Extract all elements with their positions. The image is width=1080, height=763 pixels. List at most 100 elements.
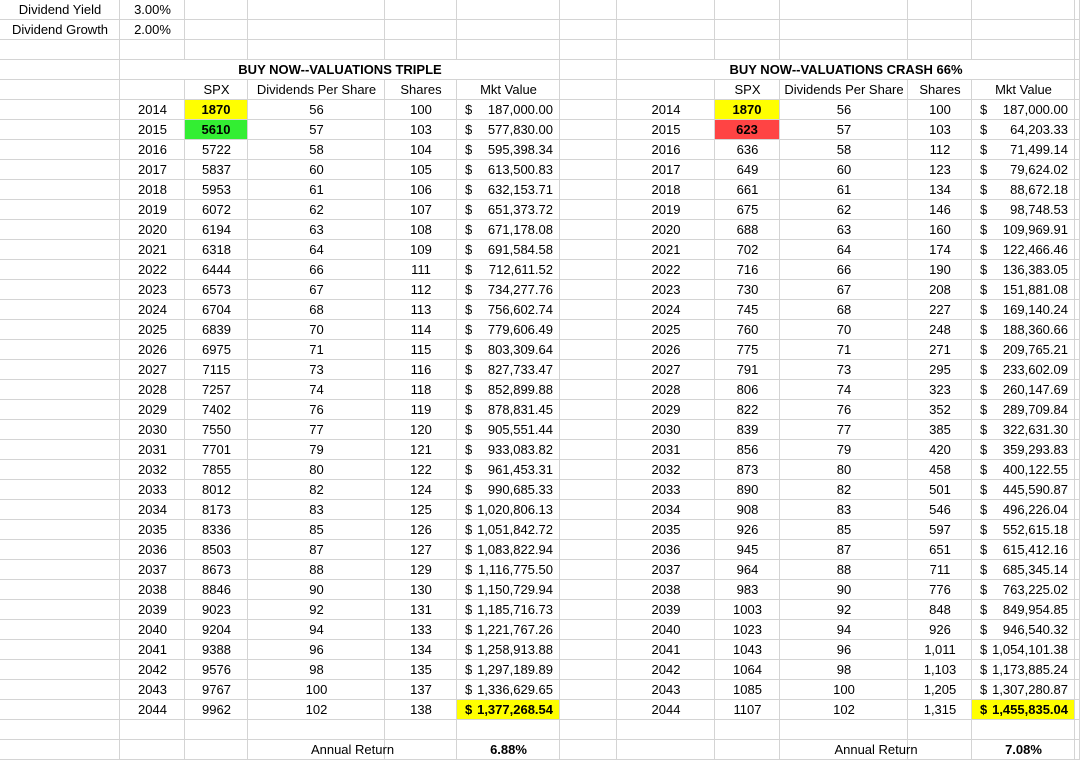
grid-cell [715,620,780,640]
money-value: 763,225.02 [1002,582,1068,597]
cell-value: 7402 [202,402,231,417]
grid-cell [972,400,1075,420]
input-label: Dividend Yield [18,2,102,17]
money-value: 187,000.00 [1002,102,1068,117]
cell-value: 120 [410,422,432,437]
cell-value: 675 [736,202,759,217]
column-header: Dividends Per Share [256,82,377,97]
cell-value: 1,011 [924,642,956,657]
money-value: 712,611.52 [488,262,553,277]
grid-cell [908,500,972,520]
grid-cell [185,500,248,520]
cell-value: 98 [309,662,324,677]
cell-value: 73 [309,362,324,377]
grid-cell [0,700,120,720]
grid-cell [457,360,560,380]
cell-value: 131 [410,602,432,617]
grid-cell [457,300,560,320]
year: 2017 [138,162,167,177]
grid-cell [457,100,560,120]
grid-cell [560,260,617,280]
money-value: 359,293.83 [1002,442,1068,457]
money-cell: $187,000.00 [457,100,559,119]
grid-cell [457,440,560,460]
cell-value: 146 [929,202,951,217]
grid-cell [972,280,1075,300]
money-cell: $671,178.08 [457,220,559,239]
grid-cell [617,180,715,200]
grid-cell [248,620,385,640]
grid-cell [617,480,715,500]
grid-cell [560,120,617,140]
grid-cell [560,100,617,120]
cell-value: 271 [929,342,951,357]
grid-cell [0,720,120,740]
grid-cell [457,400,560,420]
money-value: 233,602.09 [1002,362,1068,377]
grid-cell [385,520,457,540]
grid-cell [780,640,908,660]
grid-cell [972,140,1075,160]
money-value: 1,377,268.54 [477,702,553,717]
grid-cell [457,80,560,100]
money-value: 651,373.72 [487,202,553,217]
year: 2019 [651,202,681,217]
money-value: 756,602.74 [487,302,553,317]
year: 2035 [651,522,681,537]
grid-cell [715,300,780,320]
money-cell: $169,140.24 [972,300,1074,319]
grid-cell [0,40,120,60]
grid-cell [715,20,780,40]
grid-cell [972,460,1075,480]
year: 2041 [651,642,681,657]
grid-cell [1075,0,1080,20]
year: 2041 [138,642,167,657]
grid-cell [1075,500,1080,520]
grid-cell [457,580,560,600]
money-cell: $400,122.55 [972,460,1074,479]
cell-value: 775 [736,342,759,357]
currency-symbol: $ [980,522,988,537]
grid-cell [1075,200,1080,220]
year: 2029 [651,402,681,417]
grid-cell [908,720,972,740]
cell-value: 68 [836,302,852,317]
grid-cell [385,260,457,280]
cell-value: 791 [736,362,759,377]
grid-cell [0,100,120,120]
money-value: 878,831.45 [487,402,553,417]
grid-cell [0,660,120,680]
grid-cell [1075,60,1080,80]
grid-cell [908,20,972,40]
cell-value: 61 [836,182,852,197]
year: 2014 [651,102,681,117]
grid-cell [385,680,457,700]
grid-cell [385,380,457,400]
grid-cell [248,380,385,400]
grid-cell [385,280,457,300]
year: 2015 [651,122,681,137]
money-cell: $852,899.88 [457,380,559,399]
cell-value: 125 [410,502,432,517]
cell-value: 651 [929,542,951,557]
grid-cell [385,200,457,220]
grid-cell [780,140,908,160]
money-cell: $651,373.72 [457,200,559,219]
grid-cell [972,320,1075,340]
grid-cell [780,500,908,520]
year: 2022 [651,262,681,277]
grid-cell [560,520,617,540]
grid-cell [185,580,248,600]
grid-cell [560,360,617,380]
grid-cell [972,720,1075,740]
grid-cell [385,660,457,680]
cell-value: 1870 [185,100,247,119]
grid-cell [248,320,385,340]
grid-cell [560,600,617,620]
money-cell: $1,297,189.89 [457,660,559,679]
grid-cell [780,360,908,380]
money-value: 136,383.05 [1002,262,1068,277]
year: 2020 [138,222,167,237]
money-cell: $712,611.52 [457,260,559,279]
money-cell: $109,969.91 [972,220,1074,239]
